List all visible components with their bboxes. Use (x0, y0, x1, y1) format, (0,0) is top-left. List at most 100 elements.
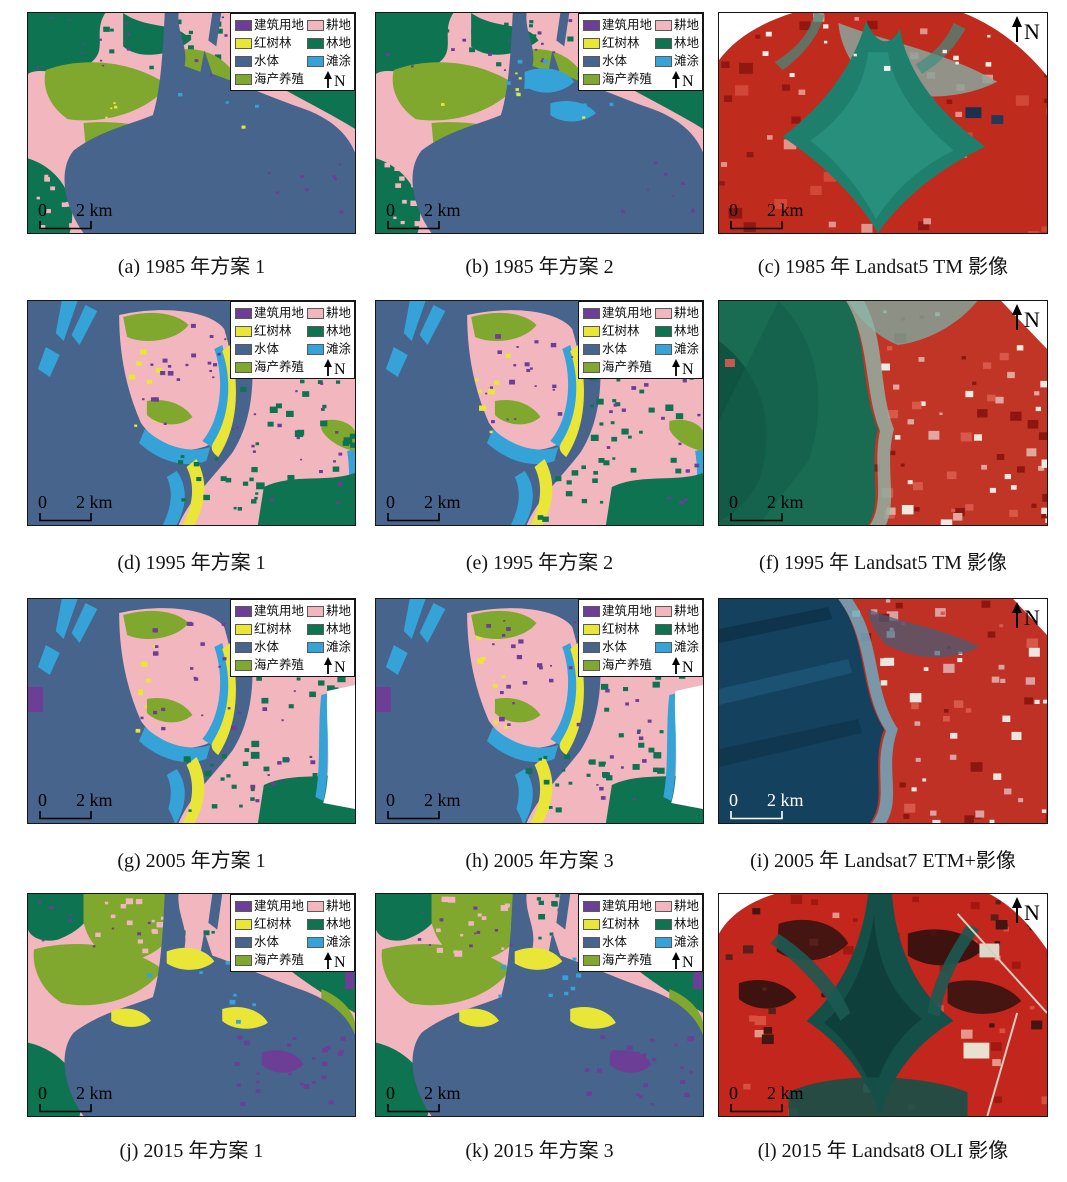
legend-chip (654, 936, 672, 948)
legend-label: 红树林 (601, 621, 640, 636)
legend-label: 滩涂 (325, 341, 351, 356)
legend-label: 建筑用地 (601, 17, 652, 32)
scale-bar-zero: 0 (38, 200, 47, 220)
svg-text:N: N (682, 361, 694, 377)
panel-e: 建筑用地 红树林 水体 海产养殖 耕地 林地 滩涂 N 0 2 km (375, 300, 704, 526)
legend-label: 水体 (253, 934, 279, 949)
legend-chip (582, 307, 600, 319)
legend-chip (234, 900, 252, 912)
scale-bar-line (387, 221, 440, 230)
legend-chip (234, 55, 252, 67)
legend-label: 红树林 (253, 621, 292, 636)
scale-bar-zero: 0 (729, 492, 738, 512)
svg-text:N: N (334, 361, 346, 377)
scale-bar-zero: 0 (386, 790, 395, 810)
scale-bar-line (730, 221, 783, 230)
svg-text:N: N (334, 954, 346, 970)
scale-bar-line (730, 513, 783, 522)
panel-caption: (g) 2005 年方案 1 (117, 850, 266, 872)
north-arrow-icon: N (1012, 16, 1040, 44)
legend-chip (234, 918, 252, 930)
north-arrow-icon: N (324, 656, 346, 675)
panel-h: 建筑用地 红树林 水体 海产养殖 耕地 林地 滩涂 N 0 2 km (375, 598, 704, 824)
svg-text:N: N (682, 954, 694, 970)
legend-label: 水体 (601, 53, 627, 68)
panel-f: N 0 2 km (718, 300, 1048, 526)
legend-chip (234, 605, 252, 617)
legend-chip (582, 343, 600, 355)
legend-chip (306, 641, 324, 653)
scale-bar-label: 2 km (76, 790, 113, 810)
scale-bar-zero: 0 (38, 492, 47, 512)
panel-l: N 0 2 km (718, 893, 1048, 1117)
scale-bar-line (39, 811, 92, 820)
north-arrow-icon: N (1012, 897, 1040, 925)
panel-k: 建筑用地 红树林 水体 海产养殖 耕地 林地 滩涂 N 0 2 km (375, 893, 704, 1117)
panel-a: 建筑用地 红树林 水体 海产养殖 耕地 林地 滩涂 N 0 2 km (27, 12, 356, 234)
scale-bar: 0 2 km (37, 200, 137, 230)
legend-label: 海产养殖 (253, 71, 304, 86)
svg-text:N: N (682, 659, 694, 675)
legend-label: 林地 (325, 35, 351, 50)
panel-j: 建筑用地 红树林 水体 海产养殖 耕地 林地 滩涂 N 0 2 km (27, 893, 356, 1117)
legend-label: 水体 (253, 53, 279, 68)
panel-caption: (h) 2005 年方案 3 (465, 850, 614, 872)
legend-chip (234, 361, 252, 373)
scale-bar-line (387, 811, 440, 820)
map-legend: 建筑用地 红树林 水体 海产养殖 耕地 林地 滩涂 N (577, 301, 703, 379)
svg-text:N: N (1024, 19, 1040, 44)
legend-label: 海产养殖 (601, 71, 652, 86)
scale-bar-label: 2 km (767, 492, 804, 512)
legend-label: 林地 (673, 621, 699, 636)
legend-chip (234, 307, 252, 319)
panel-caption: (j) 2015 年方案 1 (119, 1140, 264, 1162)
panel-caption: (d) 1995 年方案 1 (117, 552, 266, 574)
north-arrow-icon: N (324, 70, 346, 89)
map-image-satellite (719, 894, 1047, 1116)
scale-bar-label: 2 km (767, 1083, 804, 1103)
svg-text:N: N (334, 73, 346, 89)
legend-chip (306, 918, 324, 930)
north-arrow-icon: N (324, 951, 346, 970)
north-arrow-icon: N (1012, 304, 1040, 332)
legend-chip (306, 623, 324, 635)
legend-chip (234, 73, 252, 85)
scale-bar-line (730, 1104, 783, 1113)
svg-text:N: N (682, 73, 694, 89)
legend-label: 耕地 (325, 603, 351, 618)
scale-bar-line (39, 221, 92, 230)
panel-caption: (e) 1995 年方案 2 (465, 552, 614, 574)
scale-bar: 0 2 km (385, 492, 485, 522)
legend-chip (306, 605, 324, 617)
legend-chip (234, 936, 252, 948)
panel-caption: (i) 2005 年 Landsat7 ETM+影像 (750, 850, 1016, 872)
scale-bar: 0 2 km (37, 1083, 137, 1113)
legend-label: 滩涂 (673, 53, 699, 68)
legend-chip (654, 918, 672, 930)
panel-c: N 0 2 km (718, 12, 1048, 234)
legend-label: 耕地 (325, 17, 351, 32)
scale-bar: 0 2 km (728, 1083, 828, 1113)
legend-label: 耕地 (325, 305, 351, 320)
scale-bar-zero: 0 (38, 790, 47, 810)
legend-chip (306, 936, 324, 948)
legend-chip (306, 19, 324, 31)
north-arrow-icon: N (672, 656, 694, 675)
legend-label: 红树林 (601, 323, 640, 338)
legend-label: 海产养殖 (601, 359, 652, 374)
map-legend: 建筑用地 红树林 水体 海产养殖 耕地 林地 滩涂 N (229, 301, 355, 379)
north-arrow-icon: N (672, 70, 694, 89)
scale-bar-label: 2 km (76, 1083, 113, 1103)
legend-label: 建筑用地 (601, 603, 652, 618)
legend-label: 林地 (325, 621, 351, 636)
scale-bar-zero: 0 (729, 790, 738, 810)
legend-label: 海产养殖 (601, 657, 652, 672)
legend-label: 滩涂 (325, 639, 351, 654)
panel-d: 建筑用地 红树林 水体 海产养殖 耕地 林地 滩涂 N 0 2 km (27, 300, 356, 526)
panel-caption: (f) 1995 年 Landsat5 TM 影像 (759, 552, 1007, 574)
north-arrow-icon: N (324, 358, 346, 377)
legend-chip (582, 325, 600, 337)
scale-bar-zero: 0 (729, 200, 738, 220)
scale-bar-label: 2 km (424, 492, 461, 512)
legend-label: 耕地 (673, 603, 699, 618)
